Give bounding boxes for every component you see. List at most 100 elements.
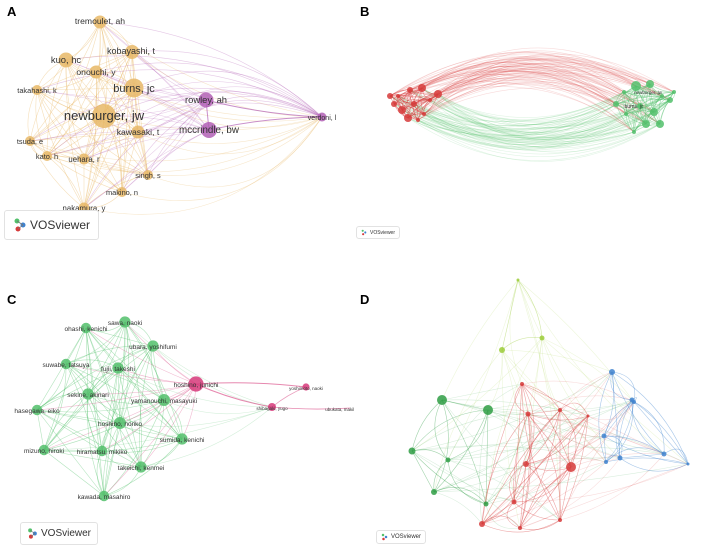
link-edge: [521, 383, 589, 417]
link-edge: [29, 51, 133, 142]
link-edge: [131, 50, 323, 118]
link-edge: [36, 321, 126, 411]
link-edge: [413, 67, 625, 105]
panel-a: A tremoulet, ah kobayashi, t kuo, hc onouch…: [0, 0, 354, 274]
link-edge: [411, 450, 515, 503]
link-edge: [119, 321, 130, 424]
author-node-hiramatsu: [96, 445, 108, 457]
link-edge: [36, 89, 85, 209]
author-node-red: [407, 87, 413, 93]
vosviewer-badge-c: VOSviewer: [20, 522, 99, 545]
author-node-red: [387, 93, 393, 99]
link-edge: [437, 93, 617, 135]
link-edge: [65, 363, 103, 452]
link-edge: [87, 393, 142, 468]
panel-c: C sawa, naoki ohashi, kenichi ubara, yoshi…: [0, 274, 354, 548]
link-edge: [407, 99, 671, 150]
panel-c-letter: C: [7, 292, 17, 307]
link-edge: [559, 409, 605, 437]
link-edge: [423, 70, 617, 115]
author-node-hasegawa: [31, 404, 43, 416]
link-edge: [481, 501, 515, 525]
link-edge: [619, 453, 665, 459]
link-edge: [46, 155, 123, 193]
link-edge: [519, 463, 527, 529]
link-edge: [487, 409, 527, 465]
author-node-ubara: [147, 340, 159, 352]
link-edge: [481, 466, 572, 525]
link-edge: [103, 438, 183, 497]
author-node-red: [411, 101, 417, 107]
link-edge: [87, 383, 197, 395]
link-edge: [36, 409, 103, 452]
link-edge: [393, 52, 637, 105]
link-edge: [389, 95, 425, 115]
link-edge: [615, 401, 635, 459]
author-node-blue: [604, 460, 608, 464]
link-edge: [397, 83, 651, 126]
link-edge: [389, 61, 617, 105]
link-edge: [421, 58, 641, 107]
link-edge: [85, 327, 165, 401]
link-edge: [559, 409, 607, 463]
link-edge: [83, 99, 207, 160]
author-label-kawada: kawada, masahiro: [78, 494, 131, 501]
author-node-red: [422, 112, 426, 116]
panel-a-letter: A: [7, 4, 17, 19]
link-edge: [598, 371, 613, 463]
link-edge: [121, 87, 135, 193]
link-edge: [423, 91, 625, 132]
link-edge: [271, 406, 351, 410]
link-edge: [541, 337, 689, 465]
link-edge: [411, 450, 435, 493]
link-edge: [485, 435, 605, 505]
panel-d-letter: D: [360, 292, 370, 307]
link-edge: [437, 83, 651, 125]
author-label-uehara: uehara, r: [68, 155, 100, 164]
link-edge: [487, 349, 503, 411]
link-edge: [429, 99, 655, 139]
link-edge: [417, 72, 663, 121]
link-edge: [434, 399, 449, 461]
link-edge: [625, 99, 671, 115]
link-edge: [541, 337, 621, 459]
link-edge: [407, 72, 655, 119]
link-edge: [397, 70, 641, 107]
link-edge: [43, 393, 89, 451]
author-node-red: [558, 408, 562, 412]
link-edge: [587, 401, 635, 421]
author-node-blue: [617, 455, 623, 461]
link-edge: [195, 382, 307, 388]
panel-b-letter: B: [360, 4, 370, 19]
author-label-burns: burns, jc: [113, 83, 155, 95]
link-edge: [133, 70, 323, 118]
link-edge: [87, 393, 165, 404]
link-edge: [389, 51, 651, 97]
link-edge: [615, 91, 675, 105]
author-label-mizuno: mizuno, hiroki: [24, 448, 64, 455]
author-node-kawada: [98, 490, 110, 502]
link-edge: [65, 363, 165, 401]
link-edge: [611, 371, 689, 465]
author-label-ubara: ubara, yoshifumi: [129, 344, 177, 351]
link-edge: [421, 87, 647, 137]
link-edge: [65, 59, 85, 160]
link-edge: [605, 399, 634, 463]
link-edge: [29, 87, 323, 142]
author-label-kuo: kuo, hc: [51, 54, 82, 65]
link-edge: [525, 409, 561, 465]
link-edge: [421, 87, 625, 118]
link-edge: [559, 453, 665, 521]
author-node-red: [391, 101, 397, 107]
author-label-hasegawa: hasegawa, eiko: [14, 408, 60, 415]
link-edge: [393, 57, 663, 105]
link-edge: [409, 89, 655, 134]
link-edge: [570, 401, 635, 468]
author-node-darkgreen: [445, 457, 451, 463]
network-a: tremoulet, ah kobayashi, t kuo, hc onouchi,…: [17, 15, 337, 215]
link-edge: [137, 116, 323, 155]
link-edge: [397, 95, 647, 140]
link-edge: [65, 59, 123, 193]
author-label-suwabe: suwabe, tatsuya: [43, 362, 90, 369]
link-edge: [527, 413, 561, 521]
